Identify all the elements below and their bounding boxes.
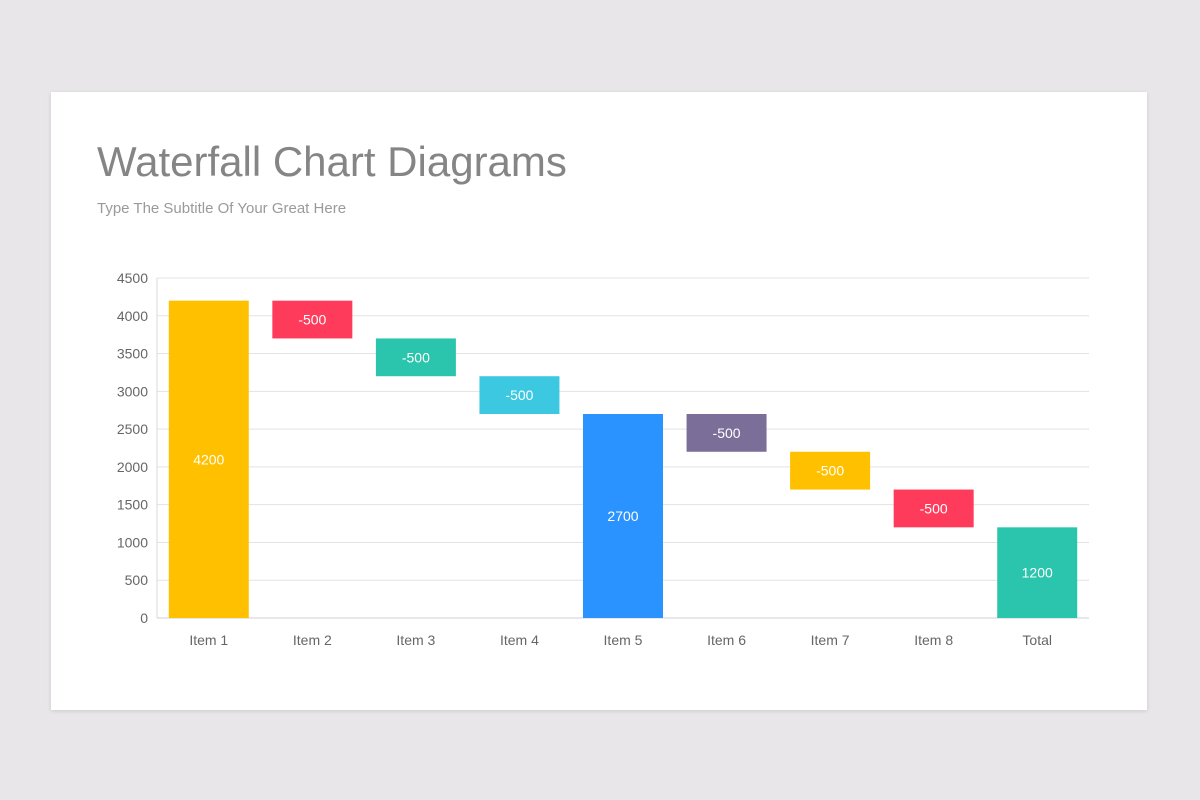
data-label: 2700 <box>607 508 638 524</box>
y-tick-label: 2000 <box>117 459 148 475</box>
y-tick-label: 500 <box>125 572 149 588</box>
data-label: -500 <box>298 312 326 328</box>
y-tick-label: 2500 <box>117 421 148 437</box>
y-tick-label: 3000 <box>117 383 148 399</box>
data-label: 1200 <box>1022 565 1053 581</box>
data-label: -500 <box>505 387 533 403</box>
bar <box>272 300 353 339</box>
y-tick-label: 0 <box>140 610 148 626</box>
y-tick-label: 3500 <box>117 346 148 362</box>
x-tick-label: Item 6 <box>707 632 746 648</box>
x-tick-label: Item 4 <box>500 632 539 648</box>
x-tick-label: Item 1 <box>189 632 228 648</box>
page-subtitle: Type The Subtitle Of Your Great Here <box>97 200 347 217</box>
data-label: 4200 <box>193 451 224 467</box>
bar <box>583 414 663 618</box>
data-label: -500 <box>816 463 844 479</box>
data-label: -500 <box>713 425 741 441</box>
bar <box>375 338 456 377</box>
y-tick-label: 1500 <box>117 497 148 513</box>
bar <box>893 489 974 528</box>
y-tick-label: 1000 <box>117 534 148 550</box>
bar <box>790 451 871 490</box>
page-title: Waterfall Chart Diagrams <box>97 138 567 185</box>
data-label: -500 <box>920 500 948 516</box>
bar <box>997 527 1078 618</box>
bar <box>686 414 767 452</box>
x-tick-label: Item 7 <box>811 632 850 648</box>
y-tick-label: 4000 <box>117 308 148 324</box>
x-tick-label: Item 8 <box>914 632 953 648</box>
x-tick-label: Item 5 <box>604 632 643 648</box>
x-tick-label: Total <box>1022 632 1052 648</box>
bar <box>479 376 560 414</box>
y-tick-label: 4500 <box>117 270 148 286</box>
bar <box>168 300 249 618</box>
data-label: -500 <box>402 349 430 365</box>
x-tick-label: Item 3 <box>396 632 435 648</box>
x-tick-label: Item 2 <box>293 632 332 648</box>
